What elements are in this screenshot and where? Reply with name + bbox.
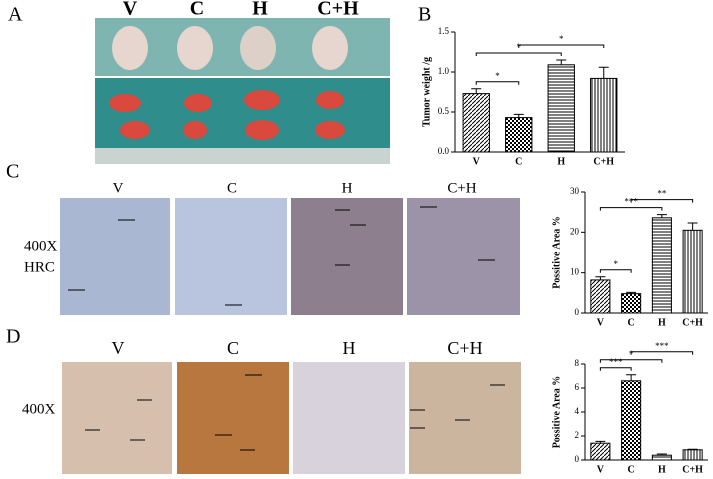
y-axis-label: Possitive Area % bbox=[551, 376, 562, 449]
panel-label: C bbox=[6, 161, 19, 183]
error-bar bbox=[626, 291, 637, 294]
significance-bracket bbox=[475, 81, 520, 85]
error-bar bbox=[656, 214, 667, 218]
group-label: C+H bbox=[447, 338, 482, 358]
y-tick-label: 6 bbox=[575, 382, 580, 392]
bar bbox=[547, 64, 575, 153]
significance-bracket bbox=[599, 367, 632, 371]
x-tick-label: C bbox=[515, 156, 522, 167]
y-tick-label: 8 bbox=[575, 358, 580, 368]
error-bar bbox=[598, 66, 609, 79]
significance-bracket bbox=[599, 359, 663, 363]
group-label: V bbox=[112, 338, 125, 358]
error-bar bbox=[626, 374, 637, 381]
significance-label: * bbox=[495, 71, 500, 81]
y-tick-label: 0 bbox=[575, 454, 580, 464]
y-tick-label: 1.0 bbox=[438, 66, 450, 76]
x-tick-label: C bbox=[628, 317, 635, 328]
bar bbox=[505, 117, 533, 153]
y-tick-label: 10 bbox=[570, 267, 580, 277]
panel-label: A bbox=[8, 4, 23, 26]
x-tick-label: H bbox=[658, 464, 666, 474]
significance-label: *** bbox=[609, 357, 623, 367]
bar bbox=[682, 449, 703, 461]
x-tick-label: C bbox=[628, 464, 635, 474]
error-bar bbox=[687, 448, 698, 450]
error-bar bbox=[595, 440, 606, 444]
bar bbox=[590, 442, 611, 461]
group-label: H bbox=[252, 0, 268, 20]
bar bbox=[621, 380, 642, 461]
group-label: V bbox=[113, 180, 124, 196]
error-bar bbox=[471, 88, 482, 94]
y-tick-label: 0 bbox=[575, 307, 580, 317]
significance-label: * bbox=[614, 259, 619, 269]
significance-bracket bbox=[630, 351, 694, 355]
x-tick-label: V bbox=[597, 464, 605, 474]
y-tick-label: 0.5 bbox=[438, 106, 450, 116]
error-bar bbox=[513, 113, 524, 118]
error-bar bbox=[687, 222, 698, 231]
photo-a bbox=[95, 18, 390, 164]
y-tick-label: 2 bbox=[575, 430, 580, 440]
row-label: 400X bbox=[22, 401, 56, 417]
panel-label: D bbox=[6, 326, 20, 348]
significance-bracket bbox=[475, 52, 562, 56]
y-axis-label: Possitive Area % bbox=[551, 216, 562, 289]
significance-label: *** bbox=[655, 341, 669, 351]
error-bar bbox=[595, 276, 606, 280]
group-label: C+H bbox=[447, 180, 476, 196]
row-label: HRC bbox=[24, 259, 55, 275]
bar bbox=[590, 77, 618, 153]
group-label: C bbox=[190, 0, 204, 20]
error-bar bbox=[656, 453, 667, 456]
group-label: C+H bbox=[317, 0, 359, 20]
significance-label: ** bbox=[657, 189, 667, 199]
significance-bracket bbox=[599, 269, 632, 273]
x-tick-label: C+H bbox=[593, 156, 614, 167]
x-tick-label: C+H bbox=[682, 317, 703, 328]
group-label: H bbox=[343, 338, 356, 358]
micrographs-c bbox=[60, 198, 520, 315]
significance-bracket bbox=[518, 44, 605, 48]
bar bbox=[682, 229, 703, 314]
x-tick-label: H bbox=[658, 317, 666, 328]
x-tick-label: V bbox=[597, 317, 605, 328]
group-label: C bbox=[227, 338, 239, 358]
group-label: H bbox=[342, 180, 353, 196]
panel-label: B bbox=[418, 4, 431, 26]
x-tick-label: H bbox=[557, 156, 565, 167]
bar bbox=[651, 454, 672, 461]
x-tick-label: V bbox=[473, 156, 481, 167]
significance-bracket bbox=[630, 199, 694, 203]
significance-label: * bbox=[559, 34, 564, 44]
y-tick-label: 30 bbox=[570, 186, 580, 196]
arrows bbox=[68, 206, 505, 451]
y-tick-label: 1.5 bbox=[438, 26, 450, 36]
micrographs-d bbox=[62, 362, 521, 474]
y-tick-label: 20 bbox=[570, 226, 580, 236]
y-tick-label: 4 bbox=[575, 406, 580, 416]
bar bbox=[590, 279, 611, 314]
y-tick-label: 0.0 bbox=[438, 146, 450, 156]
bar bbox=[462, 93, 490, 153]
bar bbox=[651, 217, 672, 314]
group-label: V bbox=[123, 0, 138, 20]
group-label: C bbox=[227, 180, 237, 196]
y-axis-label: Tumor weight /g bbox=[421, 57, 432, 127]
row-label: 400X bbox=[24, 238, 58, 254]
error-bar bbox=[556, 59, 567, 65]
bar bbox=[621, 293, 642, 314]
significance-bracket bbox=[599, 207, 663, 211]
x-tick-label: C+H bbox=[682, 464, 703, 474]
